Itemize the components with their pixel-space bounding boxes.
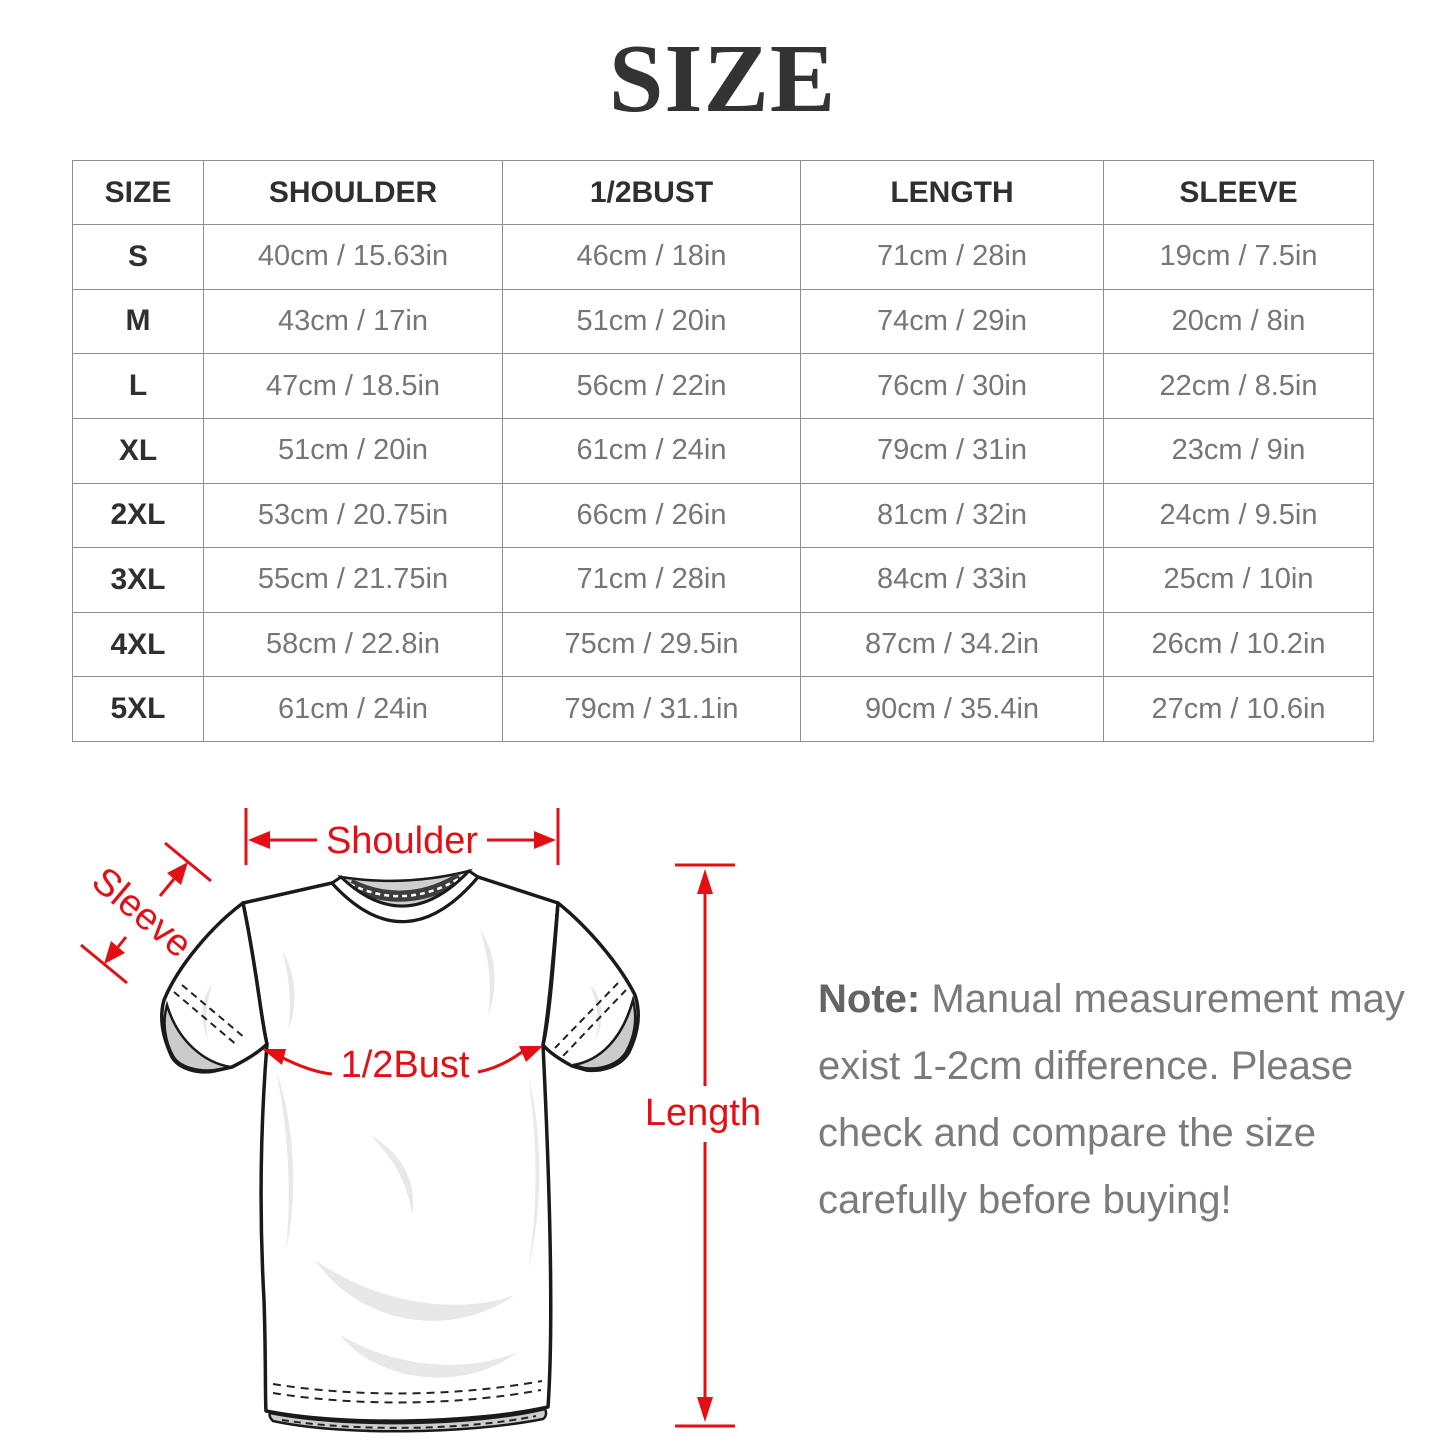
bust-label: 1/2Bust	[341, 1044, 470, 1086]
col-header-length: LENGTH	[800, 160, 1104, 225]
length-arrow: Length	[645, 863, 761, 1428]
measurement-cell: 75cm / 29.5in	[502, 611, 801, 678]
measurement-cell: 74cm / 29in	[800, 288, 1104, 355]
measurement-cell: 56cm / 22in	[502, 353, 801, 419]
table-row: M 43cm / 17in 51cm / 20in 74cm / 29in 20…	[72, 288, 1374, 355]
measurement-cell: 58cm / 22.8in	[203, 611, 503, 678]
measurement-cell: 90cm / 35.4in	[800, 676, 1104, 742]
tshirt-measurement-diagram: Shoulder Sleeve 1/2Bust L	[80, 808, 761, 1433]
note-line: check and compare the size	[818, 1111, 1317, 1155]
right-sleeve	[541, 901, 640, 1073]
measurement-cell: 87cm / 34.2in	[800, 611, 1104, 678]
measurement-cell: 24cm / 9.5in	[1103, 482, 1374, 549]
size-cell: M	[72, 288, 204, 355]
measurement-cell: 71cm / 28in	[502, 547, 801, 613]
measurement-cell: 61cm / 24in	[203, 676, 503, 742]
size-cell: 2XL	[72, 482, 204, 549]
measurement-cell: 26cm / 10.2in	[1103, 611, 1374, 678]
size-cell: S	[72, 224, 204, 290]
note-line: Note: Manual measurement may	[818, 966, 1408, 1033]
measurement-cell: 47cm / 18.5in	[203, 353, 503, 419]
note-line: carefully before buying!	[818, 1178, 1232, 1222]
measurement-cell: 84cm / 33in	[800, 547, 1104, 613]
page-title: SIZE	[608, 25, 837, 133]
measurement-cell: 51cm / 20in	[203, 417, 503, 484]
col-header-sleeve: SLEEVE	[1103, 160, 1374, 225]
measurement-cell: 40cm / 15.63in	[203, 224, 503, 290]
col-header-bust: 1/2BUST	[502, 160, 801, 225]
size-cell: 4XL	[72, 611, 204, 678]
left-sleeve	[160, 901, 269, 1074]
table-row: 2XL 53cm / 20.75in 66cm / 26in 81cm / 32…	[72, 482, 1374, 549]
measurement-cell: 79cm / 31.1in	[502, 676, 801, 742]
measurement-cell: 25cm / 10in	[1103, 547, 1374, 613]
length-label: Length	[645, 1092, 761, 1134]
measurement-cell: 46cm / 18in	[502, 224, 801, 290]
table-row: 4XL 58cm / 22.8in 75cm / 29.5in 87cm / 3…	[72, 611, 1374, 678]
measurement-cell: 79cm / 31in	[800, 417, 1104, 484]
size-table: SIZE SHOULDER 1/2BUST LENGTH SLEEVE S 40…	[72, 160, 1374, 742]
col-header-shoulder: SHOULDER	[203, 160, 503, 225]
size-cell: 5XL	[72, 676, 204, 742]
size-cell: L	[72, 353, 204, 419]
bust-arrow: 1/2Bust	[262, 1044, 543, 1086]
shoulder-arrow: Shoulder	[244, 808, 560, 865]
table-row: S 40cm / 15.63in 46cm / 18in 71cm / 28in…	[72, 224, 1374, 290]
collar	[329, 868, 481, 924]
bottom-hem	[268, 1380, 548, 1433]
measurement-cell: 27cm / 10.6in	[1103, 676, 1374, 742]
note-line1-rest: Manual measurement may	[920, 977, 1405, 1021]
note-line: exist 1-2cm difference. Please	[818, 1044, 1354, 1088]
table-row: XL 51cm / 20in 61cm / 24in 79cm / 31in 2…	[72, 417, 1374, 484]
table-row: L 47cm / 18.5in 56cm / 22in 76cm / 30in …	[72, 353, 1374, 419]
measurement-cell: 19cm / 7.5in	[1103, 224, 1374, 290]
shoulder-label: Shoulder	[326, 820, 478, 862]
note-prefix: Note:	[818, 977, 921, 1021]
size-cell: XL	[72, 417, 204, 484]
col-header-size: SIZE	[72, 160, 204, 225]
measurement-cell: 51cm / 20in	[502, 288, 801, 355]
table-row: 5XL 61cm / 24in 79cm / 31.1in 90cm / 35.…	[72, 676, 1374, 742]
measurement-cell: 43cm / 17in	[203, 288, 503, 355]
table-row: 3XL 55cm / 21.75in 71cm / 28in 84cm / 33…	[72, 547, 1374, 613]
measurement-cell: 23cm / 9in	[1103, 417, 1374, 484]
measurement-cell: 81cm / 32in	[800, 482, 1104, 549]
measurement-cell: 53cm / 20.75in	[203, 482, 503, 549]
fabric-fold-shadows	[276, 930, 540, 1378]
note-text: Note: Manual measurement may exist 1-2cm…	[818, 966, 1408, 1234]
size-cell: 3XL	[72, 547, 204, 613]
measurement-cell: 66cm / 26in	[502, 482, 801, 549]
measurement-cell: 71cm / 28in	[800, 224, 1104, 290]
measurement-cell: 20cm / 8in	[1103, 288, 1374, 355]
measurement-cell: 55cm / 21.75in	[203, 547, 503, 613]
table-header-row: SIZE SHOULDER 1/2BUST LENGTH SLEEVE	[72, 160, 1374, 225]
measurement-cell: 76cm / 30in	[800, 353, 1104, 419]
measurement-cell: 61cm / 24in	[502, 417, 801, 484]
measurement-cell: 22cm / 8.5in	[1103, 353, 1374, 419]
